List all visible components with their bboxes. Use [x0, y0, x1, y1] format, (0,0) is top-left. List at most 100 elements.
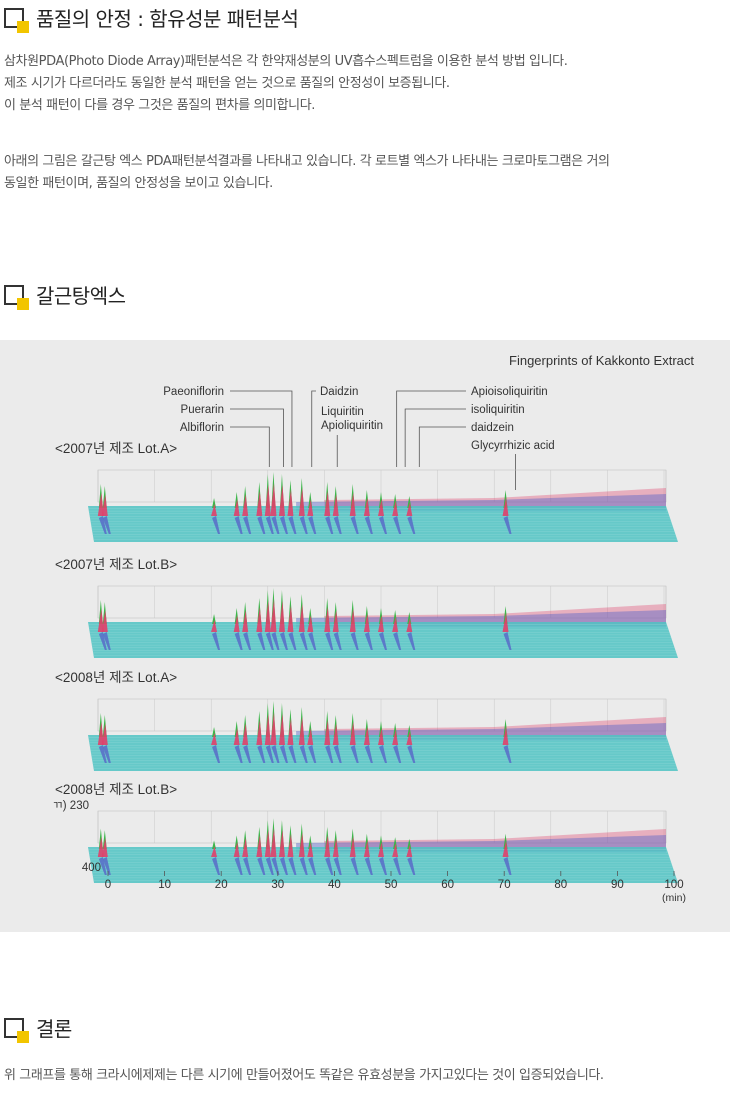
peak-tail [379, 632, 387, 650]
peak-red [502, 497, 509, 516]
peak-red [97, 608, 104, 632]
peak-red [406, 844, 413, 857]
compound-label: Liquiritin [321, 406, 364, 418]
peak-red [256, 491, 263, 516]
peak-tail [257, 516, 266, 534]
peak-red [242, 494, 249, 516]
peak-tail [364, 632, 373, 650]
peak-tail [308, 745, 317, 763]
compound-label: isoliquiritin [471, 404, 525, 416]
leader-line [418, 426, 466, 467]
peak-tail [325, 516, 334, 534]
peak-tail [265, 857, 274, 875]
peak-red [242, 723, 249, 745]
peak-green [393, 837, 398, 849]
peak-tail [288, 745, 297, 763]
peak-red [298, 488, 305, 516]
description-line: 동일한 패턴이며, 품질의 안정성을 보이고 있습니다. [4, 176, 273, 191]
peak-tail [98, 632, 107, 650]
peak-tail [212, 857, 221, 875]
peak-tail [350, 857, 359, 875]
chromatogram-panel: <2008년 제조 Lot.B> [55, 782, 678, 883]
description-paragraph: 아래의 그림은 갈근탕 엑스 PDA패턴분석결과를 나타내고 있습니다. 각 로… [4, 151, 719, 195]
peak-red [332, 838, 339, 857]
x-tick-label: 10 [158, 879, 171, 891]
peak-green [407, 496, 412, 508]
peak-green [212, 614, 217, 624]
peak-tail [393, 745, 402, 763]
peak-green [407, 725, 412, 737]
peak-tail [243, 516, 252, 534]
intro-line: 삼차원PDA(Photo Diode Array)패턴분석은 각 한약재성분의 … [4, 54, 568, 69]
peak-red [392, 729, 399, 745]
peak-red [349, 608, 356, 632]
peak-red [502, 613, 509, 632]
compound-label: Daidzin [320, 386, 358, 398]
peak-tail [364, 857, 373, 875]
peak-tail [407, 632, 416, 650]
peak-tail [333, 857, 342, 875]
peak-tail [98, 857, 107, 875]
section-title-quality: 품질의 안정 : 함유성분 패턴분석 [4, 3, 299, 33]
peak-tail [299, 632, 308, 650]
peak-tail [234, 745, 243, 763]
peak-tail [257, 857, 266, 875]
peak-red [97, 492, 104, 516]
peak-red [101, 610, 108, 632]
peak-green [212, 498, 217, 508]
x-tick-label: 20 [215, 879, 228, 891]
peak-red [307, 728, 314, 745]
wavelength-label: ㄲ) 230 [52, 800, 89, 812]
peak-tail [393, 516, 402, 534]
peak-tail [364, 745, 373, 763]
peak-red [406, 502, 413, 516]
peak-red [324, 491, 331, 516]
x-tick-label: 90 [611, 879, 624, 891]
peak-tail [299, 745, 308, 763]
peak-tail [257, 632, 266, 650]
peak-red [101, 494, 108, 516]
peak-red [332, 610, 339, 632]
peak-tail [379, 516, 387, 534]
peak-red [363, 726, 370, 745]
peak-tail [407, 857, 416, 875]
peak-red [211, 846, 218, 857]
peak-red [324, 607, 331, 632]
peak-tail [243, 857, 252, 875]
peak-red [233, 499, 240, 516]
peak-tail [308, 632, 317, 650]
peak-tail [102, 516, 111, 534]
x-tick-label: 40 [328, 879, 341, 891]
peak-tail [288, 516, 297, 534]
x-tick-label: 0 [105, 879, 111, 891]
peak-tail [333, 632, 342, 650]
peak-green [407, 838, 412, 849]
peak-red [256, 607, 263, 632]
peak-red [378, 842, 384, 857]
peak-tail [393, 632, 402, 650]
compound-label: Glycyrrhizic acid [471, 440, 555, 452]
peak-red [502, 726, 509, 745]
x-tick-label: 100 [664, 879, 683, 891]
peak-tail [212, 632, 221, 650]
compound-label: Apioliquiritin [321, 420, 383, 432]
peak-red [349, 836, 356, 857]
peak-tail [308, 516, 317, 534]
peak-tail [379, 745, 387, 763]
peak-red [378, 499, 384, 516]
peak-red [101, 838, 108, 857]
peak-tail [271, 516, 280, 534]
conclusion-paragraph: 위 그래프를 통해 크라시에제제는 다른 시기에 만들어졌어도 똑같은 유효성분… [4, 1068, 604, 1083]
peak-red [406, 618, 413, 632]
lot-label: <2008년 제조 Lot.A> [55, 670, 177, 685]
peak-tail [325, 745, 334, 763]
peak-tail [503, 632, 512, 650]
peak-red [101, 723, 108, 745]
peak-tail [102, 857, 111, 875]
peak-tail [325, 857, 334, 875]
peak-red [270, 599, 277, 632]
chromatogram-panel: <2008년 제조 Lot.A> [55, 670, 678, 771]
peak-red [392, 843, 399, 857]
chromatogram-panel: <2007년 제조 Lot.B> [55, 557, 678, 658]
intro-line: 제조 시기가 다르더라도 동일한 분석 패턴을 얻는 것으로 품질의 안정성이 … [4, 76, 450, 91]
